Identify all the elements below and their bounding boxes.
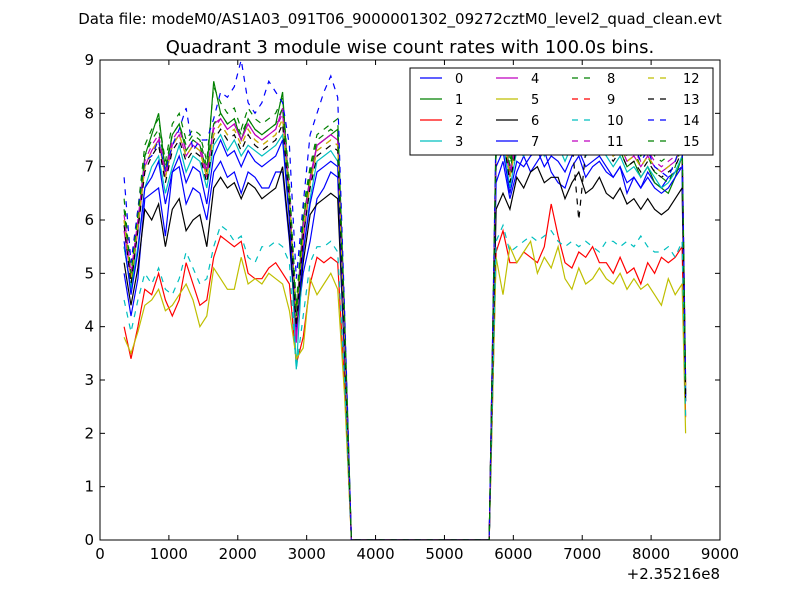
legend-label-12: 12 xyxy=(683,72,700,87)
series-line-7 xyxy=(123,138,687,540)
x-tick-label: 5000 xyxy=(425,545,463,563)
y-tick-label: 4 xyxy=(84,318,94,336)
legend-label-3: 3 xyxy=(455,135,463,150)
series-line-6 xyxy=(123,165,687,540)
series-line-10 xyxy=(123,223,687,540)
legend-label-9: 9 xyxy=(607,93,615,108)
figure-suptitle: Data file: modeM0/AS1A03_091T06_90000013… xyxy=(78,10,722,29)
series-line-0 xyxy=(123,149,687,540)
x-tick-label: 0 xyxy=(95,545,105,563)
x-tick-label: 9000 xyxy=(701,545,739,563)
y-tick-label: 8 xyxy=(84,104,94,122)
series-line-2 xyxy=(123,203,687,540)
series-line-5 xyxy=(123,239,687,540)
legend-label-1: 1 xyxy=(455,93,463,108)
series-line-13 xyxy=(123,123,687,540)
y-tick-label: 5 xyxy=(84,264,94,282)
legend-label-2: 2 xyxy=(455,114,463,129)
legend-label-8: 8 xyxy=(607,72,615,87)
y-tick-label: 3 xyxy=(84,371,94,389)
legend-label-15: 15 xyxy=(683,135,700,150)
legend-label-11: 11 xyxy=(607,135,624,150)
y-tick-label: 1 xyxy=(84,478,94,496)
tick-layer: 0 1000 2000 3000 4000 5000 6000 7000 8000 9000012… xyxy=(84,51,739,563)
y-tick-label: 0 xyxy=(84,531,94,549)
legend-label-5: 5 xyxy=(531,93,539,108)
x-tick-label: 4000 xyxy=(356,545,394,563)
legend-label-4: 4 xyxy=(531,72,539,87)
legend-label-6: 6 xyxy=(531,114,539,129)
x-tick-label: 3000 xyxy=(288,545,326,563)
x-tick-label: 6000 xyxy=(494,545,532,563)
series-line-11 xyxy=(123,113,687,540)
chart-title: Quadrant 3 module wise count rates with … xyxy=(166,37,655,58)
legend-label-14: 14 xyxy=(683,114,700,129)
x-tick-label: 1000 xyxy=(150,545,188,563)
x-tick-label: 2000 xyxy=(219,545,257,563)
legend-label-13: 13 xyxy=(683,93,700,108)
series-line-12 xyxy=(123,118,687,540)
y-tick-label: 2 xyxy=(84,424,94,442)
legend-box xyxy=(409,67,714,156)
y-tick-label: 7 xyxy=(84,158,94,176)
legend-label-0: 0 xyxy=(455,72,463,87)
legend-label-7: 7 xyxy=(531,135,539,150)
x-tick-label: 7000 xyxy=(563,545,601,563)
legend-label-10: 10 xyxy=(607,114,624,129)
y-tick-label: 6 xyxy=(84,211,94,229)
x-offset-label: +2.35216e8 xyxy=(627,565,720,583)
x-tick-label: 8000 xyxy=(632,545,670,563)
axes-frame xyxy=(99,59,721,541)
y-tick-label: 9 xyxy=(84,51,94,69)
